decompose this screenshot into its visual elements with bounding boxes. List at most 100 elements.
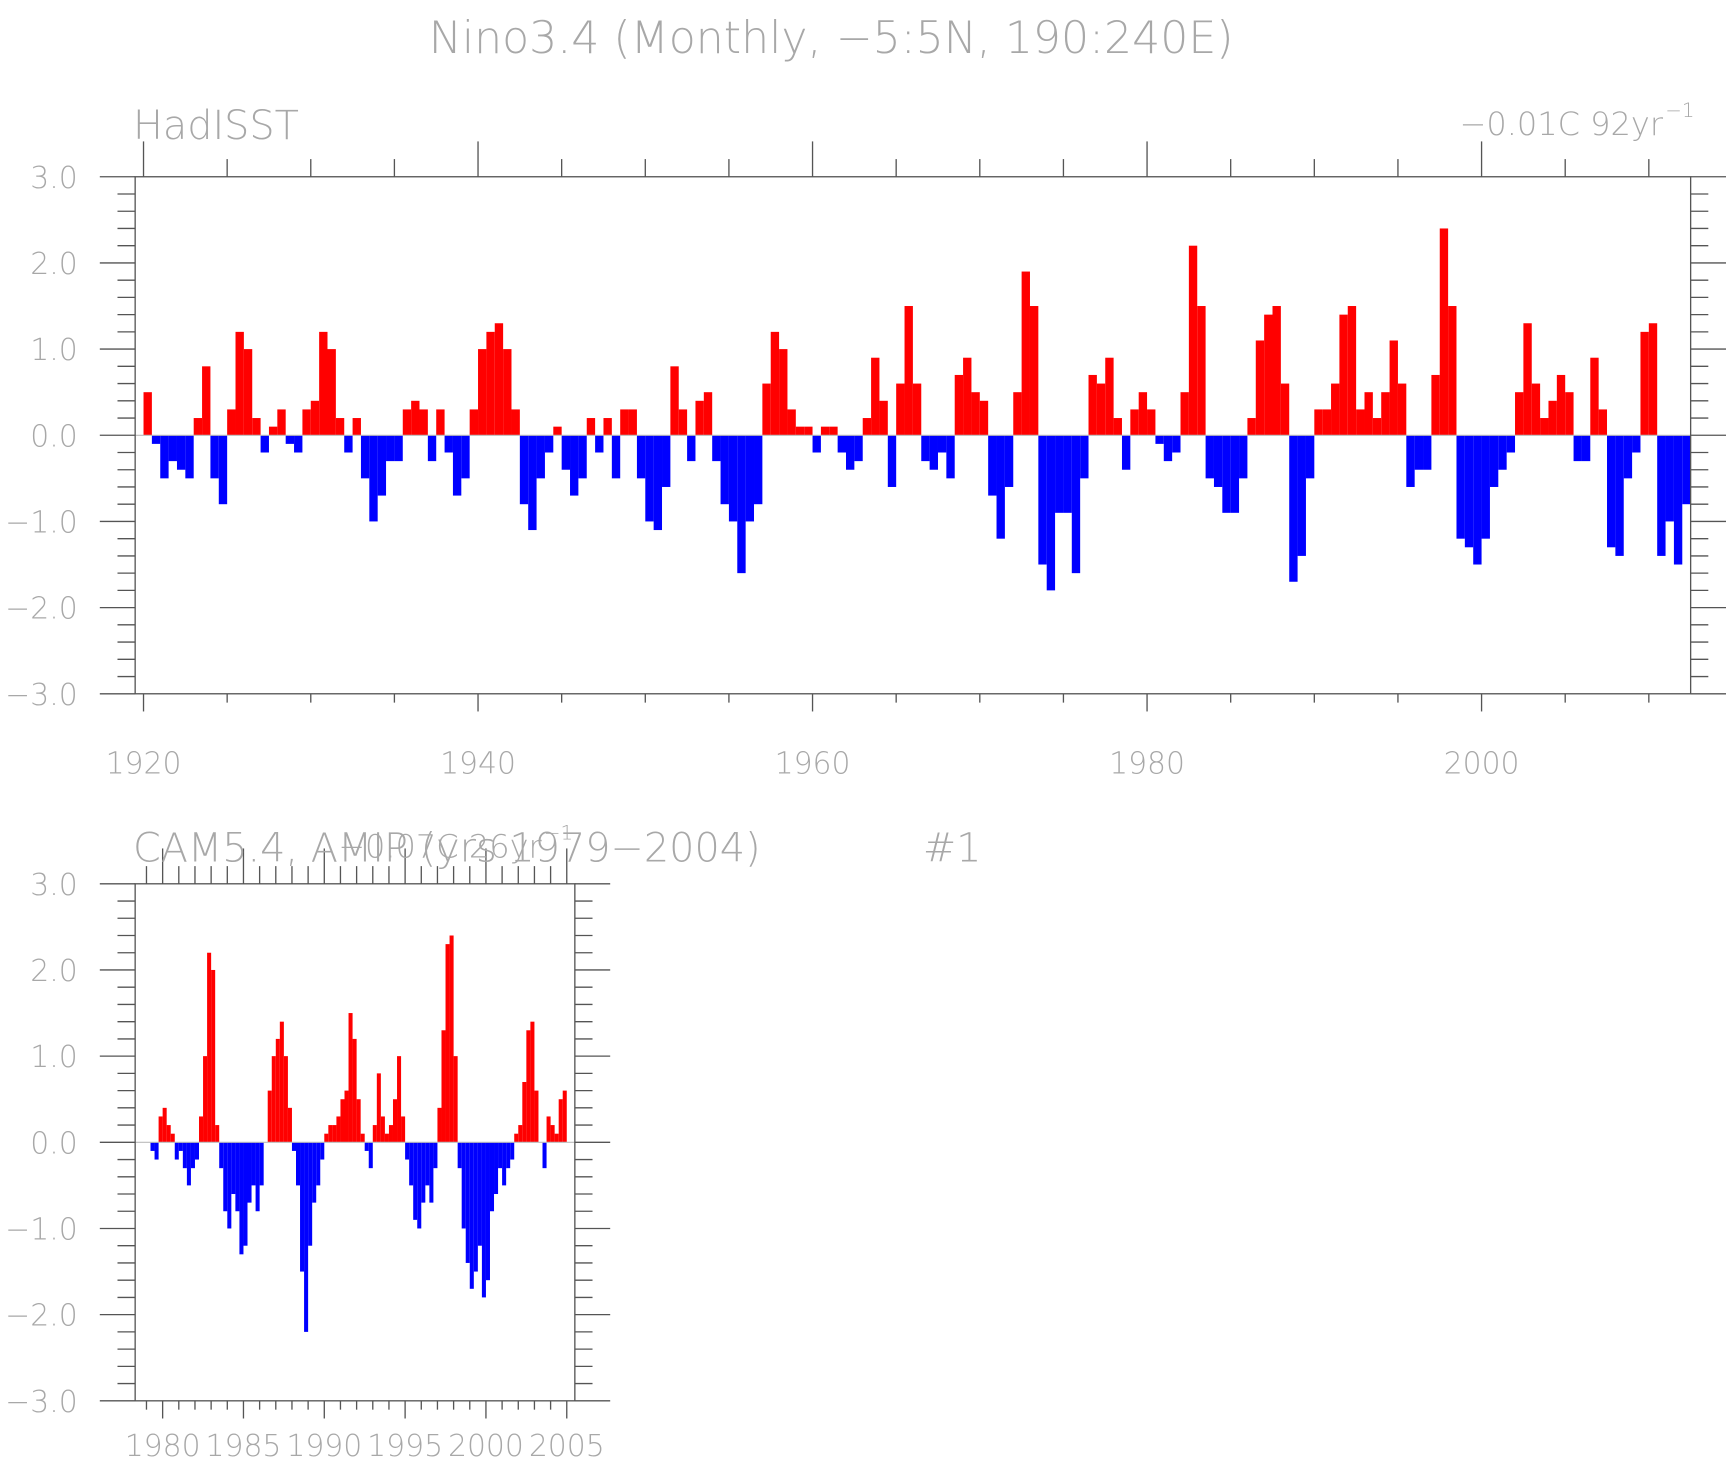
- bar: [279, 1021, 284, 1143]
- panel-label: #1: [923, 826, 982, 872]
- bar: [879, 400, 888, 436]
- bar: [653, 435, 663, 531]
- bar: [252, 418, 261, 436]
- bar: [199, 1116, 204, 1143]
- bar: [854, 435, 863, 462]
- bar: [1147, 409, 1156, 436]
- bar: [829, 426, 838, 436]
- y-tick-label: 0.0: [30, 419, 77, 454]
- bar: [1448, 306, 1457, 436]
- bar: [485, 1142, 490, 1281]
- bar: [720, 435, 729, 505]
- bar: [762, 383, 771, 436]
- bar: [603, 418, 612, 436]
- bar: [386, 435, 395, 462]
- y-tick-label: 1.0: [30, 1040, 77, 1075]
- bar: [1213, 435, 1223, 487]
- bar: [287, 1107, 292, 1143]
- bar: [437, 1107, 442, 1143]
- bar: [534, 1090, 539, 1143]
- bar: [1364, 392, 1373, 436]
- bar: [1080, 435, 1089, 479]
- bar: [1046, 435, 1056, 591]
- bar: [871, 357, 880, 436]
- bar: [511, 409, 520, 436]
- bar: [1682, 435, 1691, 505]
- bar: [1255, 340, 1265, 436]
- x-tick-label: 1980: [1109, 746, 1185, 781]
- bar: [223, 1142, 228, 1212]
- bar: [452, 435, 462, 496]
- x-tick-label: 2000: [1444, 746, 1520, 781]
- bar: [150, 1142, 155, 1151]
- bar: [344, 1090, 349, 1143]
- bar: [271, 1056, 276, 1143]
- bar: [486, 331, 495, 436]
- figure-title: Nino3.4 (Monthly, −5:5N, 190:240E): [429, 13, 1234, 64]
- bar: [260, 435, 269, 453]
- bar: [845, 435, 855, 470]
- bar: [294, 435, 303, 453]
- bar: [1222, 435, 1231, 513]
- bar: [595, 435, 604, 453]
- bar: [929, 435, 938, 470]
- bar: [174, 1142, 179, 1160]
- bar: [465, 1142, 470, 1263]
- bar: [1556, 374, 1566, 436]
- bar: [360, 435, 370, 479]
- bar: [411, 400, 420, 436]
- bar: [1406, 435, 1415, 487]
- bar: [628, 409, 637, 436]
- bar: [419, 409, 428, 436]
- bar: [1272, 306, 1281, 436]
- bar: [1648, 323, 1658, 436]
- bar: [1590, 357, 1599, 436]
- bar: [754, 435, 763, 505]
- bar: [211, 969, 216, 1143]
- bar: [498, 1142, 503, 1169]
- bar: [348, 1013, 353, 1143]
- bar: [1397, 383, 1407, 436]
- bar: [185, 435, 194, 479]
- bar: [996, 435, 1005, 539]
- bar: [401, 1116, 406, 1143]
- bar: [1506, 435, 1516, 453]
- bar: [433, 1142, 438, 1169]
- bar: [1531, 383, 1541, 436]
- bar: [277, 409, 286, 436]
- bar: [904, 306, 913, 436]
- bar: [1264, 314, 1273, 436]
- bar: [409, 1142, 414, 1186]
- bar: [1188, 245, 1198, 436]
- bar: [469, 1142, 474, 1289]
- bar: [413, 1142, 418, 1220]
- bar: [804, 426, 813, 436]
- bar: [377, 435, 387, 496]
- x-tick-label: 1940: [440, 746, 516, 781]
- bar: [372, 1125, 377, 1143]
- bar: [441, 1030, 446, 1143]
- bar: [268, 426, 278, 436]
- bar: [344, 435, 353, 453]
- bar: [1138, 392, 1148, 436]
- bar: [251, 1142, 256, 1186]
- bar: [1598, 409, 1608, 436]
- bar: [364, 1142, 369, 1151]
- bar: [1155, 435, 1164, 444]
- bar: [304, 1142, 309, 1332]
- bar: [160, 435, 169, 479]
- bar: [737, 435, 746, 574]
- bar: [1280, 383, 1290, 436]
- bar: [542, 1142, 547, 1169]
- bar: [477, 1142, 482, 1246]
- bar: [151, 435, 161, 444]
- bar: [1347, 306, 1357, 436]
- bar: [356, 1099, 361, 1143]
- bar: [988, 435, 997, 496]
- bar: [1205, 435, 1214, 479]
- bar: [1423, 435, 1432, 470]
- bar: [324, 1133, 329, 1143]
- bar: [162, 1107, 167, 1143]
- bar: [215, 1125, 220, 1143]
